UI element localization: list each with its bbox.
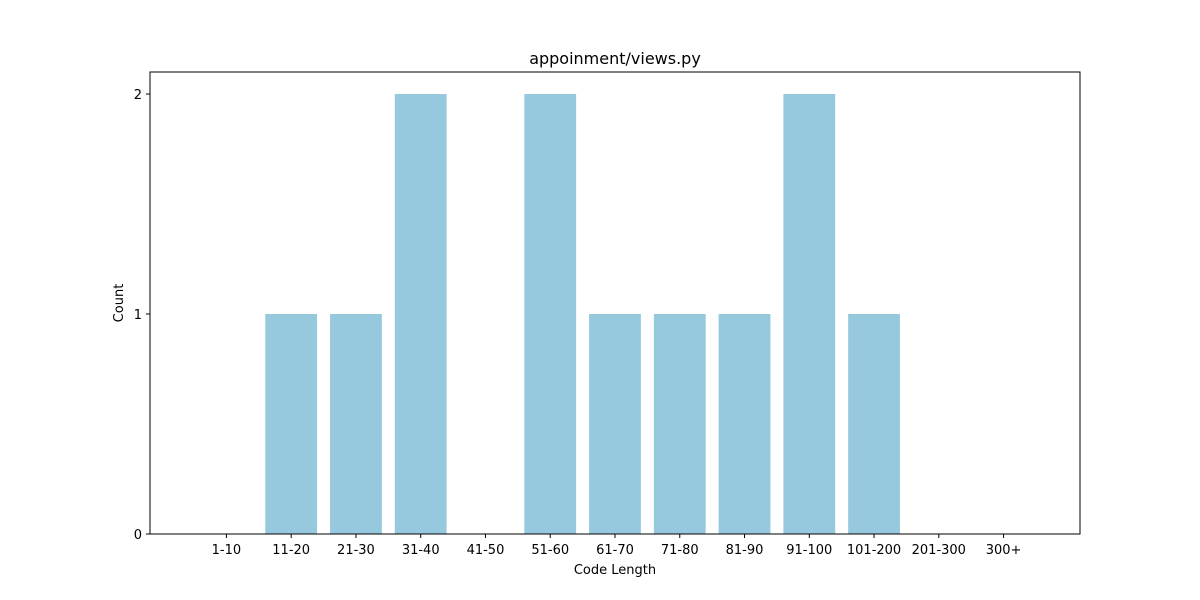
- bar-21-30: [330, 314, 382, 534]
- x-tick-label: 71-80: [661, 543, 699, 558]
- chart-title: appoinment/views.py: [529, 49, 701, 68]
- x-tick-label: 81-90: [726, 543, 764, 558]
- y-tick-label: 1: [134, 308, 142, 323]
- bar-71-80: [653, 314, 706, 534]
- y-axis-ticks: 0 1 2: [134, 88, 150, 543]
- x-tick-label: 11-20: [272, 543, 310, 558]
- bar-91-100: [783, 94, 836, 534]
- bar-101-200: [848, 314, 900, 534]
- x-tick-label: 61-70: [596, 543, 634, 558]
- x-tick-label: 91-100: [786, 543, 832, 558]
- x-tick-label: 101-200: [847, 543, 901, 558]
- bars-group: [265, 94, 900, 534]
- x-axis-label: Code Length: [574, 563, 656, 578]
- x-tick-label: 41-50: [467, 543, 505, 558]
- bar-61-70: [589, 314, 641, 534]
- y-tick-label: 0: [134, 528, 142, 543]
- x-tick-label: 300+: [986, 543, 1022, 558]
- x-tick-label: 1-10: [212, 543, 242, 558]
- y-axis-label: Count: [112, 284, 127, 323]
- x-tick-label: 201-300: [912, 543, 966, 558]
- x-tick-label: 31-40: [402, 543, 440, 558]
- x-tick-label: 21-30: [337, 543, 375, 558]
- bar-31-40: [394, 94, 447, 534]
- y-tick-label: 2: [134, 88, 142, 103]
- x-axis-ticks: 1-10 11-20 21-30 31-40 41-50 51-60 61-70 71-80 8…: [212, 534, 1022, 558]
- bar-51-60: [524, 94, 577, 534]
- bar-81-90: [718, 314, 771, 534]
- bar-11-20: [265, 314, 318, 534]
- x-tick-label: 51-60: [531, 543, 569, 558]
